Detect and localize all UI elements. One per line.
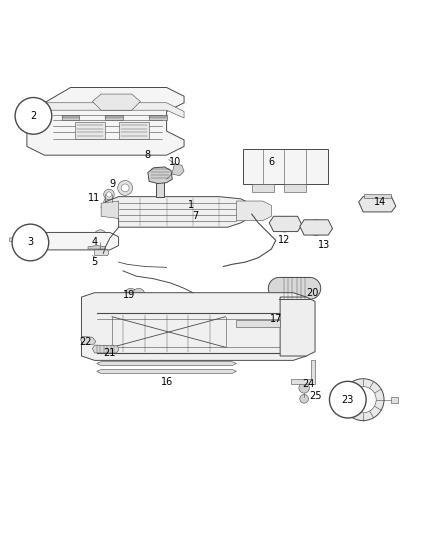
Polygon shape [300, 220, 332, 235]
Text: 17: 17 [269, 314, 282, 324]
Circle shape [314, 167, 321, 174]
Polygon shape [101, 201, 119, 219]
Polygon shape [75, 123, 106, 139]
Circle shape [106, 192, 112, 197]
Text: 5: 5 [92, 257, 98, 267]
Polygon shape [243, 149, 328, 183]
Polygon shape [106, 115, 123, 120]
Circle shape [308, 220, 324, 236]
Polygon shape [95, 250, 109, 256]
Polygon shape [149, 115, 166, 120]
Circle shape [288, 164, 302, 177]
Circle shape [94, 230, 106, 242]
Polygon shape [92, 345, 119, 353]
Polygon shape [364, 195, 391, 198]
Circle shape [15, 98, 52, 134]
Text: 14: 14 [374, 197, 387, 207]
Circle shape [281, 220, 288, 228]
Polygon shape [10, 237, 35, 243]
Polygon shape [172, 164, 184, 176]
Text: 20: 20 [307, 288, 319, 298]
Polygon shape [291, 360, 315, 384]
Circle shape [159, 322, 178, 342]
Polygon shape [88, 246, 106, 249]
Text: 3: 3 [27, 238, 33, 247]
Text: 4: 4 [92, 238, 98, 247]
Circle shape [342, 379, 384, 421]
Polygon shape [285, 183, 306, 192]
Polygon shape [101, 197, 254, 227]
Text: 13: 13 [318, 240, 330, 249]
Polygon shape [35, 232, 119, 250]
Circle shape [248, 167, 255, 174]
Text: 19: 19 [124, 290, 136, 300]
Text: 23: 23 [342, 394, 354, 405]
Circle shape [277, 216, 292, 232]
Circle shape [300, 394, 308, 403]
Text: 16: 16 [160, 377, 173, 387]
Circle shape [106, 200, 112, 205]
Polygon shape [280, 297, 315, 356]
Circle shape [329, 381, 366, 418]
Circle shape [133, 288, 145, 301]
Circle shape [118, 181, 133, 195]
Circle shape [299, 383, 309, 393]
Polygon shape [392, 397, 398, 403]
Circle shape [299, 277, 321, 299]
Polygon shape [237, 320, 280, 327]
Text: 1: 1 [187, 200, 194, 211]
Circle shape [125, 288, 137, 301]
Polygon shape [252, 183, 274, 192]
Polygon shape [92, 94, 141, 110]
Circle shape [270, 167, 277, 174]
Text: 10: 10 [169, 157, 181, 167]
Polygon shape [81, 293, 306, 360]
Circle shape [121, 184, 129, 192]
Polygon shape [269, 216, 302, 231]
Circle shape [268, 277, 290, 299]
Polygon shape [119, 123, 149, 139]
Circle shape [69, 236, 81, 247]
Text: 7: 7 [192, 211, 198, 221]
Text: 9: 9 [109, 179, 115, 189]
Polygon shape [155, 179, 164, 197]
Circle shape [267, 164, 281, 177]
Polygon shape [62, 115, 79, 120]
Text: 12: 12 [278, 235, 291, 245]
Circle shape [12, 224, 49, 261]
Circle shape [312, 224, 320, 231]
Text: 21: 21 [104, 348, 116, 358]
Polygon shape [237, 201, 272, 221]
Polygon shape [97, 369, 237, 374]
Circle shape [245, 164, 259, 177]
Polygon shape [27, 103, 184, 118]
Text: 8: 8 [144, 150, 150, 160]
Text: 25: 25 [309, 391, 321, 401]
Text: 11: 11 [88, 192, 101, 203]
Circle shape [350, 386, 376, 413]
Circle shape [164, 327, 173, 337]
Text: 22: 22 [80, 337, 92, 346]
Circle shape [104, 189, 114, 200]
Polygon shape [97, 362, 237, 366]
Text: 2: 2 [30, 111, 36, 121]
Circle shape [310, 164, 324, 177]
Polygon shape [81, 336, 96, 344]
Polygon shape [148, 167, 172, 183]
Polygon shape [27, 87, 184, 155]
Text: 6: 6 [268, 157, 275, 167]
Circle shape [104, 197, 114, 207]
Text: 24: 24 [302, 379, 314, 390]
Circle shape [14, 232, 30, 248]
Polygon shape [359, 197, 396, 212]
Circle shape [292, 167, 299, 174]
